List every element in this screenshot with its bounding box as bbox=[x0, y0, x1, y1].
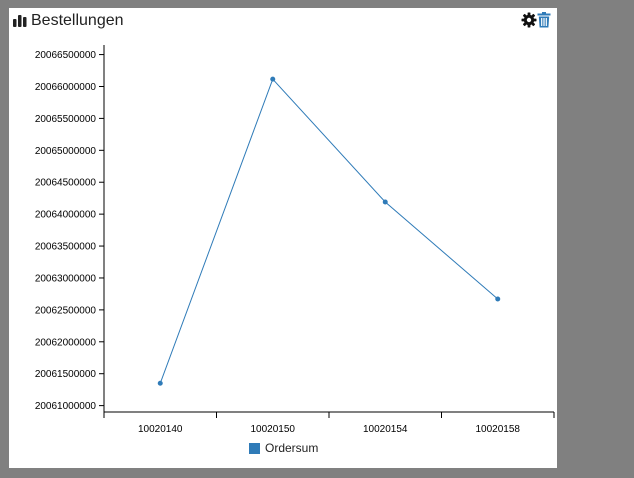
data-point[interactable] bbox=[157, 380, 163, 386]
series-line bbox=[159, 78, 499, 384]
y-tick-label: 20063000000 bbox=[35, 273, 97, 284]
data-point[interactable] bbox=[270, 76, 276, 82]
x-tick-label: 10020150 bbox=[251, 424, 296, 435]
chart-widget: Bestellungen 20061000000 20061500000 20062… bbox=[9, 8, 557, 468]
line-chart: 20061000000 20061500000 20062000000 2006250… bbox=[35, 45, 555, 435]
trash-icon[interactable] bbox=[537, 12, 551, 28]
x-tick-label: 10020154 bbox=[363, 424, 408, 435]
legend-swatch bbox=[249, 442, 260, 454]
gear-icon[interactable] bbox=[521, 12, 537, 28]
data-point[interactable] bbox=[495, 296, 501, 302]
widget-header: Bestellungen bbox=[9, 8, 557, 36]
y-tick-label: 20061500000 bbox=[35, 369, 97, 380]
y-tick-label: 20065500000 bbox=[35, 114, 97, 125]
y-tick-label: 20065000000 bbox=[35, 146, 97, 157]
legend: Ordersum bbox=[249, 441, 318, 455]
x-tick-label: 10020140 bbox=[138, 424, 183, 435]
y-tick-label: 20062500000 bbox=[35, 305, 97, 316]
y-tick-label: 20064500000 bbox=[35, 178, 97, 189]
widget-title: Bestellungen bbox=[31, 12, 124, 29]
y-tick-label: 20066500000 bbox=[35, 50, 97, 61]
y-tick-label: 20063500000 bbox=[35, 242, 97, 253]
y-tick-label: 20066000000 bbox=[35, 82, 97, 93]
y-tick-label: 20064000000 bbox=[35, 210, 97, 221]
y-tick-label: 20061000000 bbox=[35, 401, 97, 412]
legend-label[interactable]: Ordersum bbox=[265, 441, 319, 455]
bar-chart-icon bbox=[13, 15, 27, 27]
data-point[interactable] bbox=[382, 199, 388, 205]
x-tick-label: 10020158 bbox=[476, 424, 521, 435]
y-tick-label: 20062000000 bbox=[35, 337, 97, 348]
